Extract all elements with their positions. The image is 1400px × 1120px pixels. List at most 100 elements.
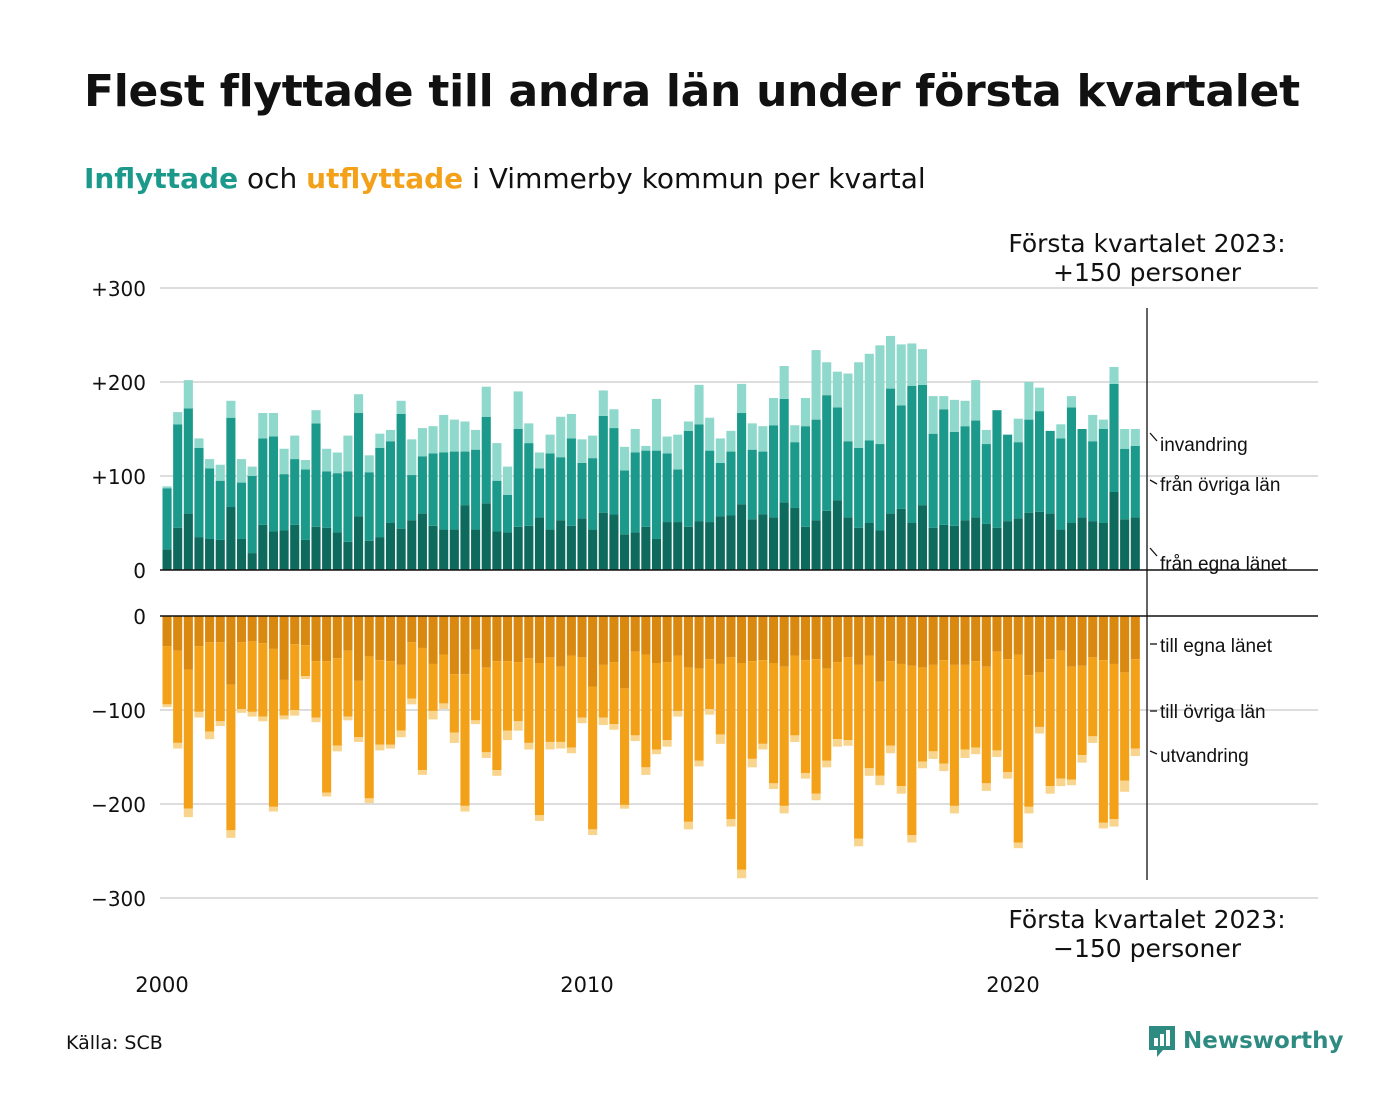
bar-in-invandring: [758, 426, 768, 452]
bar-out-utvandring: [162, 704, 172, 708]
bar-in-invandring: [385, 429, 396, 442]
bar-in-invandring: [588, 435, 598, 459]
bar-out-utvandring: [173, 742, 183, 749]
bar-in-invandring: [981, 429, 991, 445]
annotation-top-line1: Första kvartalet 2023:: [1008, 229, 1285, 258]
bar-out-utvandring: [236, 709, 247, 713]
bar-out-utvandring: [322, 792, 332, 797]
bar-out-utvandring: [471, 720, 481, 725]
bar-out-till-ovriga-lan: [183, 669, 193, 809]
bar-in-fran-egna-lanet: [577, 518, 587, 570]
bar-out-till-egna-lanet: [428, 616, 438, 664]
bar-in-fran-ovriga-lan: [322, 471, 332, 528]
bar-in-fran-egna-lanet: [534, 517, 544, 570]
bar-out-till-egna-lanet: [205, 616, 215, 643]
bar-in-invandring: [566, 413, 576, 439]
bar-out-till-ovriga-lan: [1088, 657, 1098, 737]
bar-in-invandring: [577, 439, 587, 463]
bar-out-till-ovriga-lan: [939, 660, 949, 764]
bar-in-fran-ovriga-lan: [354, 413, 364, 517]
bar-out-utvandring: [598, 717, 608, 726]
bar-out-till-ovriga-lan: [609, 662, 619, 725]
bar-out-utvandring: [258, 716, 268, 722]
bar-out-utvandring: [651, 749, 662, 755]
bar-out-till-egna-lanet: [439, 616, 449, 655]
bar-in-fran-ovriga-lan: [843, 441, 853, 518]
bar-out-till-ovriga-lan: [417, 647, 427, 771]
bar-out-utvandring: [832, 739, 842, 747]
bar-out-utvandring: [492, 770, 502, 776]
bar-out-utvandring: [620, 804, 630, 809]
bar-in-invandring: [162, 486, 172, 489]
bar-out-utvandring: [481, 752, 491, 758]
bar-in-fran-egna-lanet: [481, 503, 491, 570]
bar-in-invandring: [715, 438, 725, 463]
x-axis: 2000 2010 2020: [135, 973, 1039, 997]
bar-out-till-egna-lanet: [1120, 616, 1130, 673]
bar-out-till-ovriga-lan: [790, 655, 800, 736]
bar-in-fran-egna-lanet: [407, 520, 417, 570]
bar-in-fran-egna-lanet: [1120, 519, 1130, 570]
bar-in-fran-egna-lanet: [311, 526, 321, 570]
bar-in-invandring: [354, 394, 364, 414]
bar-in-invandring: [822, 362, 832, 396]
bar-out-till-egna-lanet: [641, 616, 651, 655]
bar-out-utvandring: [779, 805, 789, 814]
bar-in-invandring: [1120, 429, 1130, 449]
bar-in-fran-ovriga-lan: [747, 449, 757, 520]
leader-fran-ovriga-lan: [1149, 479, 1158, 485]
bar-in-fran-ovriga-lan: [471, 449, 481, 530]
bar-out-till-egna-lanet: [588, 616, 598, 687]
bar-out-till-ovriga-lan: [205, 642, 215, 732]
bar-out-till-egna-lanet: [790, 616, 800, 656]
bar-out-utvandring: [822, 760, 832, 768]
bar-out-till-ovriga-lan: [811, 659, 821, 794]
bar-in-fran-ovriga-lan: [460, 451, 470, 506]
bar-out-till-egna-lanet: [236, 616, 247, 643]
bar-in-fran-ovriga-lan: [662, 453, 672, 523]
bar-in-invandring: [598, 390, 608, 416]
subtitle-och: och: [238, 162, 307, 195]
bar-in-fran-egna-lanet: [279, 530, 289, 570]
ytick-upper-200: +200: [91, 371, 146, 395]
bar-in-fran-egna-lanet: [896, 508, 906, 570]
bar-in-invandring: [864, 353, 874, 441]
bar-in-invandring: [747, 423, 757, 450]
bar-out-till-ovriga-lan: [300, 645, 310, 677]
bar-out-till-ovriga-lan: [247, 641, 257, 712]
bar-out-utvandring: [1034, 726, 1045, 734]
bar-in-invandring: [651, 398, 662, 451]
leader-fran-egna-lanet: [1149, 547, 1158, 557]
bar-in-invandring: [928, 396, 938, 434]
bar-out-till-ovriga-lan: [332, 658, 342, 746]
bar-in-invandring: [779, 366, 789, 399]
bar-out-till-ovriga-lan: [630, 651, 640, 736]
bar-in-invandring: [205, 459, 215, 469]
bar-out-till-ovriga-lan: [949, 664, 959, 806]
bar-in-fran-ovriga-lan: [577, 462, 587, 519]
bar-in-fran-ovriga-lan: [1109, 383, 1119, 492]
bar-in-fran-egna-lanet: [417, 513, 427, 570]
bar-out-till-ovriga-lan: [524, 658, 534, 743]
bar-in-invandring: [673, 434, 683, 470]
bar-in-fran-egna-lanet: [194, 537, 204, 570]
bar-in-fran-egna-lanet: [1088, 521, 1098, 570]
bar-in-fran-ovriga-lan: [236, 482, 247, 539]
bar-out-till-ovriga-lan: [620, 688, 630, 805]
bar-in-invandring: [1034, 387, 1045, 412]
bar-in-fran-egna-lanet: [758, 514, 768, 570]
bar-in-fran-ovriga-lan: [715, 462, 725, 517]
bar-out-utvandring: [694, 760, 704, 767]
bar-in-invandring: [683, 421, 693, 431]
bar-in-fran-egna-lanet: [173, 527, 183, 570]
bar-in-fran-egna-lanet: [907, 523, 917, 570]
bar-out-utvandring: [364, 798, 374, 804]
bar-out-utvandring: [939, 763, 949, 772]
bar-in-fran-ovriga-lan: [173, 424, 183, 528]
bar-out-till-egna-lanet: [566, 616, 576, 656]
bar-out-till-ovriga-lan: [566, 655, 576, 748]
bar-in-fran-ovriga-lan: [779, 398, 789, 503]
segment-labels-out: till egna länet till övriga län utvandri…: [1149, 636, 1273, 767]
bar-in-fran-egna-lanet: [779, 502, 789, 570]
bar-in-fran-egna-lanet: [439, 529, 449, 570]
